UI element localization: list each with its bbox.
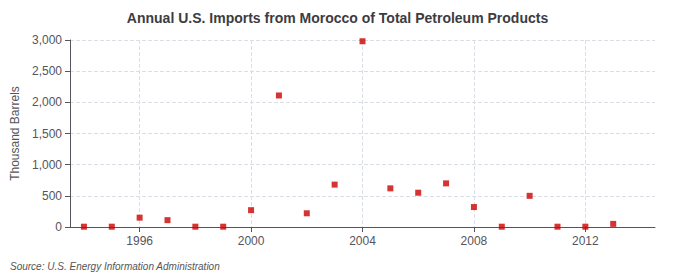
svg-text:2,000: 2,000	[32, 95, 62, 109]
svg-text:0: 0	[55, 220, 62, 234]
svg-text:1,000: 1,000	[32, 158, 62, 172]
svg-text:3,000: 3,000	[32, 33, 62, 47]
svg-text:1,500: 1,500	[32, 127, 62, 141]
svg-text:2,500: 2,500	[32, 64, 62, 78]
svg-text:2004: 2004	[349, 234, 376, 248]
svg-text:Annual U.S. Imports from Moroc: Annual U.S. Imports from Morocco of Tota…	[127, 10, 549, 26]
svg-text:Source: U.S. Energy Informatio: Source: U.S. Energy Information Administ…	[10, 261, 220, 272]
svg-text:Thousand Barrels: Thousand Barrels	[8, 86, 22, 181]
svg-text:2000: 2000	[238, 234, 265, 248]
svg-text:500: 500	[42, 189, 62, 203]
svg-text:1996: 1996	[126, 234, 153, 248]
svg-text:2012: 2012	[572, 234, 599, 248]
svg-text:2008: 2008	[461, 234, 488, 248]
